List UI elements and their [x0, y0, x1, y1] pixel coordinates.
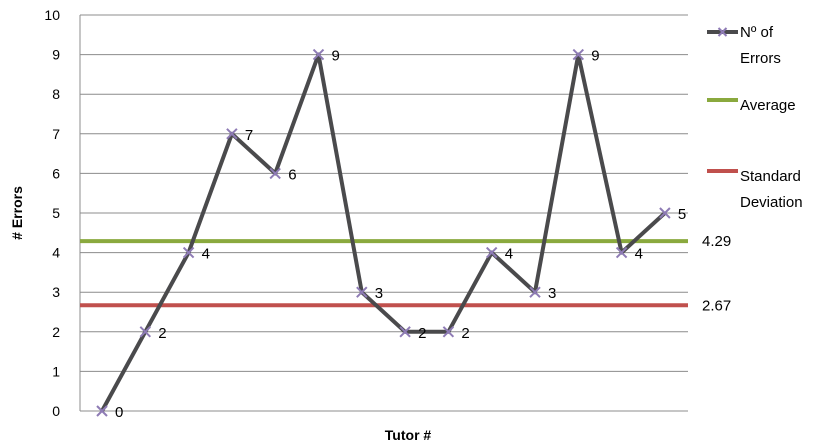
data-point-marker: [442, 326, 455, 338]
data-point-marker: [659, 207, 671, 219]
y-tick-label: 7: [52, 126, 60, 142]
legend-label: Nº of: [740, 24, 774, 41]
data-label: 6: [288, 166, 296, 183]
data-point-marker: [356, 286, 368, 298]
data-point-marker: [312, 48, 325, 61]
data-point-marker: [485, 246, 498, 259]
data-label: 2: [418, 325, 426, 342]
reference-line-label: 4.29: [702, 233, 731, 250]
y-tick-labels: 0 1 2 3 4 5 6 7 8 9 10: [44, 7, 60, 419]
data-point-marker: [182, 246, 195, 259]
data-label: 0: [115, 404, 123, 421]
reference-line-label: 2.67: [702, 297, 731, 314]
data-label: 4: [635, 246, 643, 263]
data-point-marker: [529, 286, 541, 298]
y-tick-label: 10: [44, 7, 60, 23]
y-tick-label: 4: [52, 245, 60, 261]
y-tick-label: 2: [52, 324, 60, 340]
series-line: [100, 52, 667, 412]
legend-marker: [717, 27, 728, 37]
x-axis-title: Tutor #: [385, 427, 432, 443]
legend-label: Average: [740, 97, 796, 114]
data-point-marker: [269, 167, 281, 180]
data-point-marker: [139, 326, 152, 338]
legend-item: Average: [707, 97, 796, 114]
legend: Nº of Errors Average Standard Deviation: [707, 24, 803, 211]
data-label: 4: [505, 246, 513, 263]
legend-item: Nº of Errors: [707, 24, 781, 67]
data-labels: 0 2 4 7 6 9 3 2 2 4 3 9 4 5: [115, 48, 686, 421]
y-tick-label: 0: [52, 403, 60, 419]
data-label: 7: [245, 127, 253, 144]
y-tick-label: 6: [52, 165, 60, 181]
legend-label: Deviation: [740, 194, 803, 211]
data-label: 2: [461, 325, 469, 342]
y-tick-label: 1: [52, 363, 60, 379]
gridlines: [79, 14, 688, 412]
y-tick-label: 9: [52, 47, 60, 63]
y-tick-label: 3: [52, 284, 60, 300]
data-point-marker: [615, 246, 628, 259]
data-label: 4: [202, 246, 210, 263]
y-tick-label: 5: [52, 205, 60, 221]
data-point-marker: [572, 48, 585, 61]
reference-lines: 4.29 2.67: [80, 233, 731, 314]
data-label: 3: [548, 285, 556, 302]
series-group: [96, 48, 671, 417]
data-point-marker: [399, 326, 411, 338]
y-axis-title: # Errors: [9, 186, 25, 240]
data-label: 5: [678, 206, 686, 223]
legend-item: Standard Deviation: [707, 168, 803, 211]
data-label: 9: [591, 48, 599, 65]
legend-label: Errors: [740, 50, 781, 67]
data-point-marker: [96, 405, 108, 417]
data-label: 9: [332, 48, 340, 65]
data-label: 3: [375, 285, 383, 302]
legend-label: Standard: [740, 168, 801, 185]
data-label: 2: [158, 325, 166, 342]
data-point-marker: [226, 128, 238, 140]
y-tick-label: 8: [52, 86, 60, 102]
